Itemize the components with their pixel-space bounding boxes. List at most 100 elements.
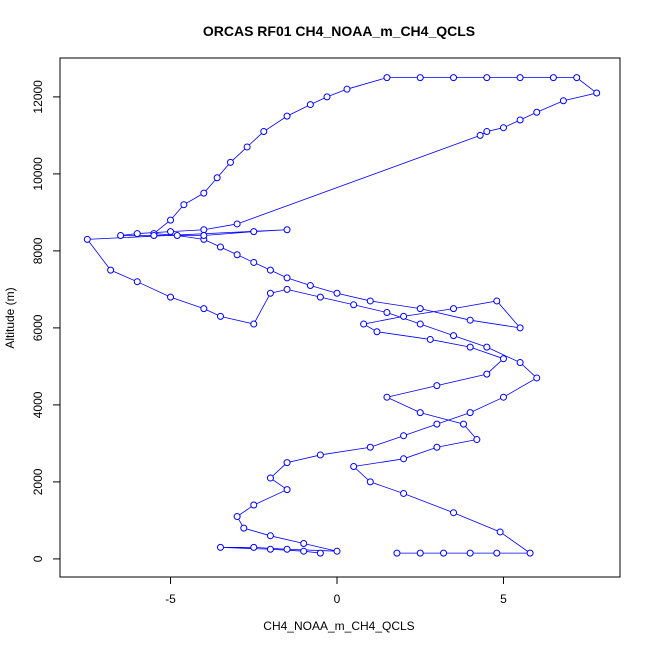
data-point — [316, 451, 324, 459]
data-point — [366, 478, 374, 486]
data-point — [493, 297, 501, 305]
data-point — [260, 128, 268, 136]
data-point — [333, 289, 341, 297]
data-point — [250, 258, 258, 266]
data-point — [283, 486, 291, 494]
data-point — [233, 220, 241, 228]
data-point — [416, 305, 424, 313]
data-point — [466, 316, 474, 324]
data-point — [300, 547, 308, 555]
y-axis-label: Altitude (m) — [3, 287, 17, 348]
data-point — [243, 143, 251, 151]
data-point — [250, 501, 258, 509]
data-point — [393, 549, 401, 557]
data-point — [250, 228, 258, 236]
data-point — [450, 509, 458, 517]
data-point — [400, 312, 408, 320]
data-point — [200, 226, 208, 234]
data-point — [213, 174, 221, 182]
data-point — [499, 124, 507, 132]
data-point — [216, 543, 224, 551]
data-point — [440, 549, 448, 557]
data-point — [167, 293, 175, 301]
data-point — [83, 235, 91, 243]
data-point — [516, 359, 524, 367]
data-point — [283, 459, 291, 467]
data-point — [200, 231, 208, 239]
data-point — [416, 74, 424, 82]
data-point — [180, 201, 188, 209]
data-point — [416, 320, 424, 328]
data-point — [476, 131, 484, 139]
data-point — [573, 74, 581, 82]
data-point — [306, 101, 314, 109]
x-tick-label: 0 — [334, 592, 341, 606]
data-point — [250, 543, 258, 551]
data-point — [416, 409, 424, 417]
data-point — [559, 97, 567, 105]
data-point — [233, 513, 241, 521]
x-axis-label: CH4_NOAA_m_CH4_QCLS — [263, 619, 414, 633]
data-point — [483, 343, 491, 351]
data-point — [450, 305, 458, 313]
data-point — [416, 549, 424, 557]
data-point — [150, 231, 158, 239]
y-tick-label: 8000 — [31, 237, 45, 264]
data-point — [450, 332, 458, 340]
data-point — [133, 230, 141, 238]
data-point — [133, 278, 141, 286]
data-point — [226, 158, 234, 166]
data-point — [283, 285, 291, 293]
data-point — [516, 116, 524, 124]
data-point — [366, 297, 374, 305]
data-point — [216, 312, 224, 320]
data-point — [433, 443, 441, 451]
data-point — [533, 108, 541, 116]
data-point — [266, 266, 274, 274]
data-point — [499, 393, 507, 401]
data-point — [383, 393, 391, 401]
data-point — [493, 549, 501, 557]
data-point — [526, 549, 534, 557]
data-point — [300, 540, 308, 548]
data-point — [433, 420, 441, 428]
data-point — [266, 532, 274, 540]
data-point — [200, 305, 208, 313]
data-point — [533, 374, 541, 382]
data-point — [496, 528, 504, 536]
data-point — [266, 289, 274, 297]
x-tick-label: 5 — [500, 592, 507, 606]
y-tick-label: 2000 — [31, 468, 45, 495]
y-tick-label: 0 — [31, 555, 45, 562]
y-tick-label: 6000 — [31, 314, 45, 341]
y-tick-label: 12000 — [31, 80, 45, 114]
data-point — [350, 463, 358, 471]
data-point — [167, 228, 175, 236]
data-point — [593, 89, 601, 97]
data-point — [400, 489, 408, 497]
data-point — [323, 93, 331, 101]
y-tick-label: 4000 — [31, 391, 45, 418]
data-point — [167, 216, 175, 224]
data-point — [250, 320, 258, 328]
data-point — [383, 308, 391, 316]
data-point — [283, 112, 291, 120]
data-point — [483, 74, 491, 82]
data-point — [499, 355, 507, 363]
data-point — [266, 545, 274, 553]
data-point — [466, 549, 474, 557]
data-point — [483, 370, 491, 378]
data-point — [466, 409, 474, 417]
x-tick-label: -5 — [165, 592, 176, 606]
data-point — [466, 343, 474, 351]
data-point — [373, 328, 381, 336]
chart-title: ORCAS RF01 CH4_NOAA_m_CH4_QCLS — [203, 23, 475, 39]
data-point — [216, 243, 224, 251]
data-point — [200, 189, 208, 197]
data-point — [316, 293, 324, 301]
data-point — [350, 301, 358, 309]
data-point — [343, 85, 351, 93]
data-point — [107, 266, 115, 274]
